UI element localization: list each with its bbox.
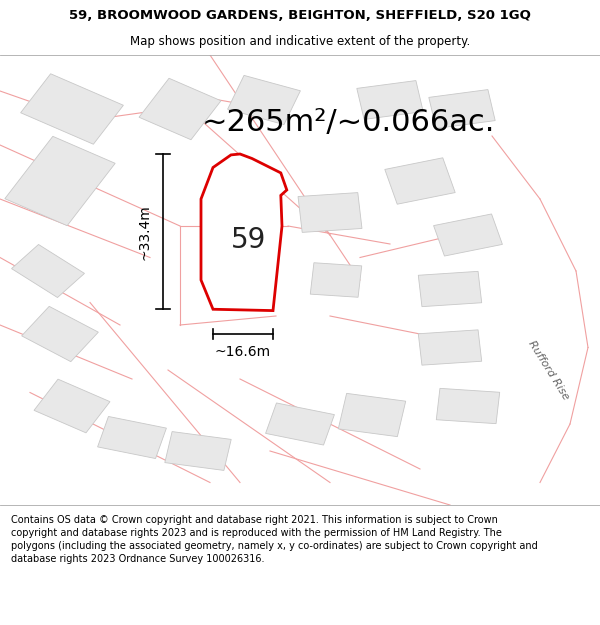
Polygon shape <box>385 158 455 204</box>
Polygon shape <box>338 393 406 437</box>
Text: ~16.6m: ~16.6m <box>215 345 271 359</box>
Polygon shape <box>266 403 334 445</box>
Polygon shape <box>20 74 124 144</box>
Polygon shape <box>11 244 85 298</box>
Polygon shape <box>434 214 502 256</box>
Polygon shape <box>227 76 301 124</box>
Polygon shape <box>429 89 495 128</box>
Polygon shape <box>139 78 221 140</box>
Polygon shape <box>418 330 482 365</box>
Polygon shape <box>357 81 423 119</box>
Text: ~33.4m: ~33.4m <box>137 204 151 259</box>
Text: Map shows position and indicative extent of the property.: Map shows position and indicative extent… <box>130 35 470 48</box>
Polygon shape <box>165 432 231 471</box>
Polygon shape <box>5 136 115 226</box>
Polygon shape <box>201 154 287 311</box>
Text: 59, BROOMWOOD GARDENS, BEIGHTON, SHEFFIELD, S20 1GQ: 59, BROOMWOOD GARDENS, BEIGHTON, SHEFFIE… <box>69 9 531 22</box>
Polygon shape <box>418 271 482 307</box>
Text: ~265m²/~0.066ac.: ~265m²/~0.066ac. <box>202 108 494 137</box>
Polygon shape <box>298 192 362 232</box>
Text: Rufford Rise: Rufford Rise <box>527 339 571 401</box>
Polygon shape <box>22 306 98 362</box>
Text: 59: 59 <box>232 226 266 254</box>
Polygon shape <box>98 416 166 459</box>
Polygon shape <box>436 388 500 424</box>
Text: Contains OS data © Crown copyright and database right 2021. This information is : Contains OS data © Crown copyright and d… <box>11 514 538 564</box>
Polygon shape <box>34 379 110 433</box>
Polygon shape <box>310 262 362 298</box>
